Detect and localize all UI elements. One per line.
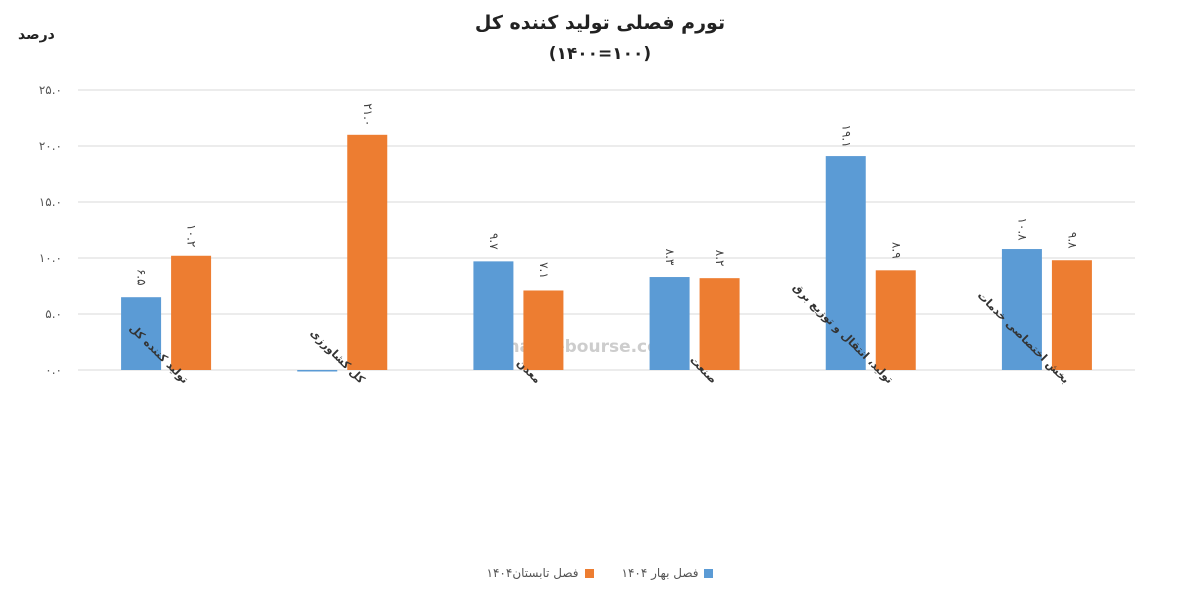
data-label: ۱۹.۱: [839, 125, 853, 148]
chart-title: تورم فصلی تولید کننده کل: [474, 12, 726, 34]
bar-spring: [121, 297, 162, 370]
bar-summer: [1051, 260, 1092, 370]
chart-legend: فصل بهار ۱۴۰۴ فصل تابستان۱۴۰۴: [0, 566, 1200, 580]
y-tick-label: ۲۵.۰: [39, 83, 62, 97]
data-label: ۷.۱: [537, 262, 551, 279]
data-label: ۱۰.۸: [1015, 217, 1029, 241]
data-label: ۲۱.۰: [361, 103, 375, 126]
legend-label-summer: فصل تابستان۱۴۰۴: [486, 566, 579, 580]
data-label: ۸.۳: [663, 249, 677, 266]
bar-summer: [171, 255, 212, 370]
legend-swatch-spring: [704, 568, 714, 578]
y-tick-label: ۰.۰: [45, 363, 62, 377]
y-axis-label: درصد: [18, 27, 55, 43]
bar-spring: [649, 277, 690, 370]
bar-spring: [1001, 249, 1042, 370]
y-tick-label: ۵.۰: [45, 307, 62, 321]
legend-item-summer: فصل تابستان۱۴۰۴: [487, 566, 594, 580]
data-label: ۹.۸: [1065, 232, 1079, 249]
y-tick-label: ۱۰.۰: [39, 251, 62, 265]
legend-label-spring: فصل بهار ۱۴۰۴: [621, 566, 699, 580]
bar-summer: [875, 270, 916, 370]
data-label: ۸.۲: [713, 250, 727, 267]
data-label: ۱۰.۲: [185, 224, 199, 247]
data-label: ۸.۹: [889, 242, 903, 259]
bar-summer: [523, 290, 564, 370]
bar-summer: [699, 278, 740, 370]
bar-spring: [473, 261, 514, 370]
chart-subtitle: (۱۴۰۰=۱۰۰): [548, 44, 652, 64]
data-label: ۹.۷: [487, 233, 501, 250]
y-tick-label: ۲۰.۰: [39, 139, 62, 153]
legend-item-spring: فصل بهار ۱۴۰۴: [622, 566, 714, 580]
data-label: ۶.۵: [135, 269, 149, 286]
bar-spring: [297, 370, 338, 372]
bar-spring: [825, 156, 866, 370]
y-tick-label: ۱۵.۰: [39, 195, 62, 209]
bar-summer: [347, 134, 388, 370]
legend-swatch-summer: [584, 568, 594, 578]
